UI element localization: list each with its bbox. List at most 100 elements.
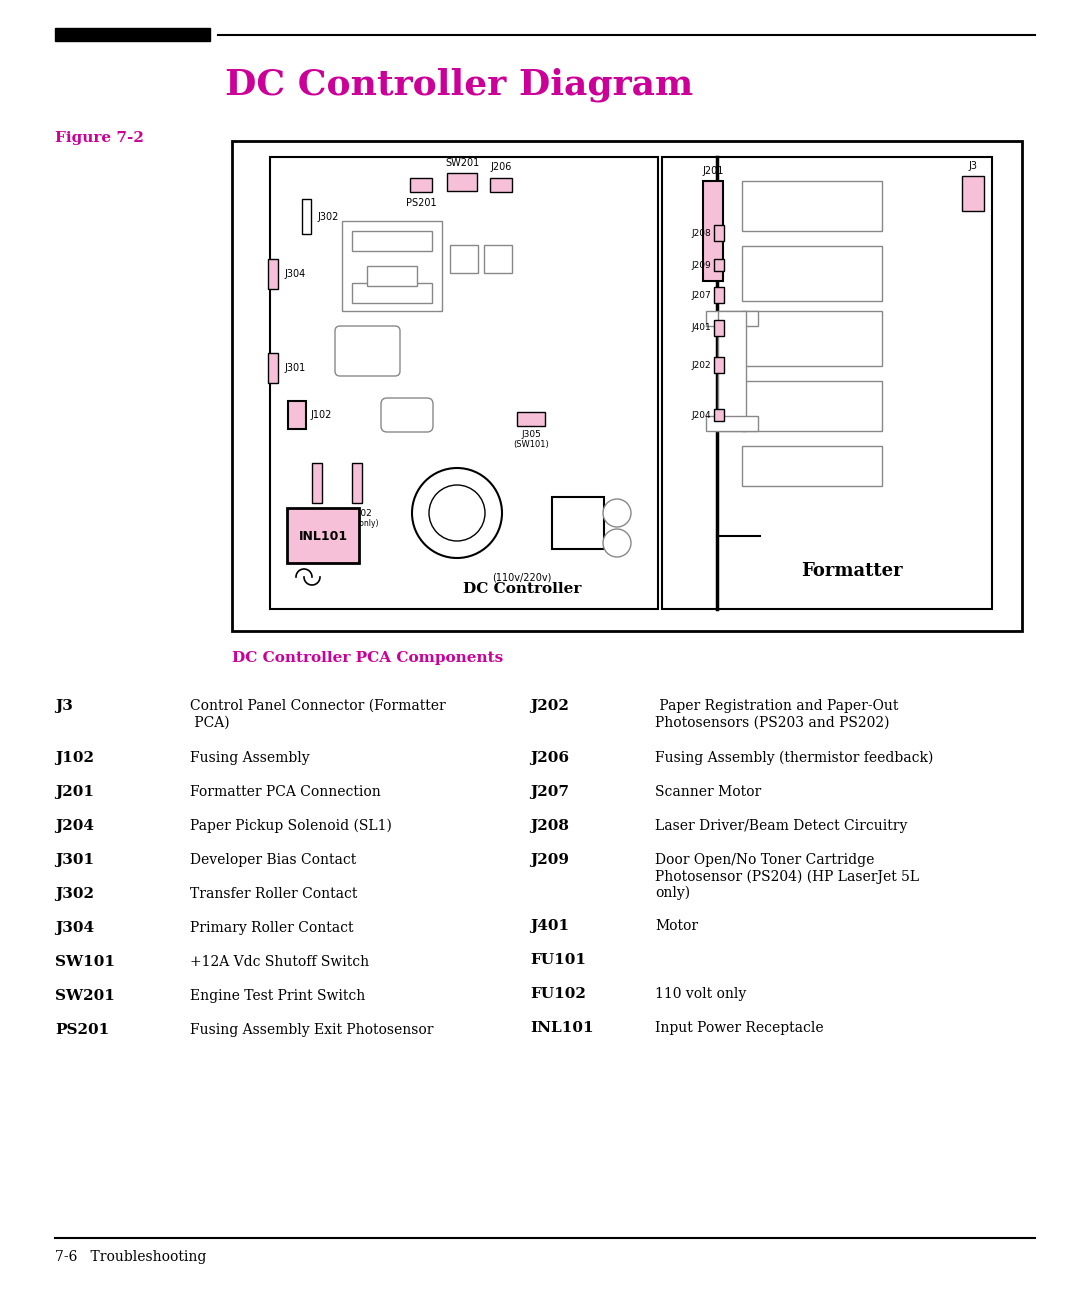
Text: DC Controller: DC Controller xyxy=(463,582,581,596)
Text: (110v only): (110v only) xyxy=(335,518,379,527)
Text: DC Controller Diagram: DC Controller Diagram xyxy=(225,67,693,102)
Circle shape xyxy=(429,485,485,540)
Text: J304: J304 xyxy=(55,921,94,934)
Text: Scanner Motor: Scanner Motor xyxy=(654,785,761,800)
Text: Figure 7-2: Figure 7-2 xyxy=(55,131,144,145)
Bar xyxy=(714,226,724,241)
Bar xyxy=(302,200,311,235)
Text: Paper Registration and Paper-Out
Photosensors (PS203 and PS202): Paper Registration and Paper-Out Photose… xyxy=(654,699,899,730)
Circle shape xyxy=(603,529,631,557)
Text: SW201: SW201 xyxy=(55,989,114,1003)
Text: Formatter PCA Connection: Formatter PCA Connection xyxy=(190,785,381,800)
Text: FU101: FU101 xyxy=(302,509,332,518)
FancyBboxPatch shape xyxy=(335,327,400,376)
Text: FU101: FU101 xyxy=(530,953,586,967)
Bar xyxy=(288,400,306,429)
Bar xyxy=(270,157,658,609)
Bar xyxy=(490,178,512,192)
Text: INL101: INL101 xyxy=(298,530,348,543)
Bar xyxy=(55,29,210,41)
Text: J209: J209 xyxy=(530,853,569,867)
Bar xyxy=(714,286,724,303)
Text: +12A Vdc Shutoff Switch: +12A Vdc Shutoff Switch xyxy=(190,955,369,969)
Bar xyxy=(352,231,432,251)
Text: Formatter: Formatter xyxy=(801,562,903,581)
Text: FU102: FU102 xyxy=(530,988,585,1001)
Bar xyxy=(268,353,278,384)
Text: Paper Pickup Solenoid (SL1): Paper Pickup Solenoid (SL1) xyxy=(190,819,392,833)
Bar xyxy=(742,246,882,301)
Text: SW101: SW101 xyxy=(55,955,114,969)
Text: J204: J204 xyxy=(691,411,711,420)
Text: Fusing Assembly (thermistor feedback): Fusing Assembly (thermistor feedback) xyxy=(654,750,933,766)
Text: J208: J208 xyxy=(530,819,569,833)
Bar xyxy=(714,259,724,271)
Text: J302: J302 xyxy=(318,213,338,222)
Text: Motor: Motor xyxy=(654,919,698,933)
Bar xyxy=(714,356,724,373)
Text: J301: J301 xyxy=(284,363,306,373)
Text: FU102: FU102 xyxy=(342,509,372,518)
Text: J301: J301 xyxy=(55,853,94,867)
Bar xyxy=(962,176,984,211)
Text: J401: J401 xyxy=(691,324,711,333)
Text: Primary Roller Contact: Primary Roller Contact xyxy=(190,921,353,934)
Text: Developer Bias Contact: Developer Bias Contact xyxy=(190,853,356,867)
Text: DC Controller PCA Components: DC Controller PCA Components xyxy=(232,651,503,665)
Bar xyxy=(312,463,322,503)
Text: J207: J207 xyxy=(530,785,569,800)
Bar xyxy=(352,283,432,303)
Text: J202: J202 xyxy=(530,699,569,713)
Text: Fusing Assembly Exit Photosensor: Fusing Assembly Exit Photosensor xyxy=(190,1023,433,1037)
Circle shape xyxy=(603,499,631,527)
Text: J305: J305 xyxy=(521,430,541,439)
Text: (110v/220v): (110v/220v) xyxy=(492,572,552,582)
Bar xyxy=(742,381,882,432)
Text: J201: J201 xyxy=(55,785,94,800)
Text: J206: J206 xyxy=(530,750,569,765)
Bar xyxy=(742,311,882,365)
Bar xyxy=(342,222,442,311)
Bar xyxy=(232,141,1022,631)
Text: Laser Driver/Beam Detect Circuitry: Laser Driver/Beam Detect Circuitry xyxy=(654,819,907,833)
Text: J201: J201 xyxy=(702,166,724,176)
Bar xyxy=(703,181,723,281)
Text: SW201: SW201 xyxy=(445,158,480,168)
Text: Transfer Roller Contact: Transfer Roller Contact xyxy=(190,886,357,901)
Bar xyxy=(447,172,477,191)
Bar xyxy=(706,311,758,327)
Text: Fusing Assembly: Fusing Assembly xyxy=(190,750,310,765)
Text: J204: J204 xyxy=(55,819,94,833)
Bar xyxy=(268,259,278,289)
Text: J202: J202 xyxy=(691,360,711,369)
Bar xyxy=(552,496,604,550)
Bar xyxy=(714,410,724,421)
Text: J302: J302 xyxy=(55,886,94,901)
Text: J3: J3 xyxy=(55,699,72,713)
Text: J208: J208 xyxy=(691,228,711,237)
Bar xyxy=(742,446,882,486)
Bar xyxy=(517,412,545,426)
Bar xyxy=(706,416,758,432)
Text: J102: J102 xyxy=(55,750,94,765)
Text: Control Panel Connector (Formatter
 PCA): Control Panel Connector (Formatter PCA) xyxy=(190,699,446,730)
Text: J209: J209 xyxy=(691,260,711,270)
Circle shape xyxy=(411,468,502,559)
Bar xyxy=(367,266,417,286)
Bar xyxy=(287,508,359,562)
Bar xyxy=(450,245,478,273)
Text: (SW101): (SW101) xyxy=(513,441,549,448)
FancyBboxPatch shape xyxy=(381,398,433,432)
Text: 110 volt only: 110 volt only xyxy=(654,988,746,1001)
Bar xyxy=(742,181,882,231)
Text: Engine Test Print Switch: Engine Test Print Switch xyxy=(190,989,365,1003)
Text: J304: J304 xyxy=(284,270,306,279)
Text: Input Power Receptacle: Input Power Receptacle xyxy=(654,1021,824,1036)
Bar xyxy=(484,245,512,273)
Text: J207: J207 xyxy=(691,290,711,299)
Bar xyxy=(352,463,362,503)
Text: J401: J401 xyxy=(530,919,569,933)
Bar xyxy=(714,320,724,336)
Text: J3: J3 xyxy=(969,161,977,171)
Text: PS201: PS201 xyxy=(406,198,436,207)
